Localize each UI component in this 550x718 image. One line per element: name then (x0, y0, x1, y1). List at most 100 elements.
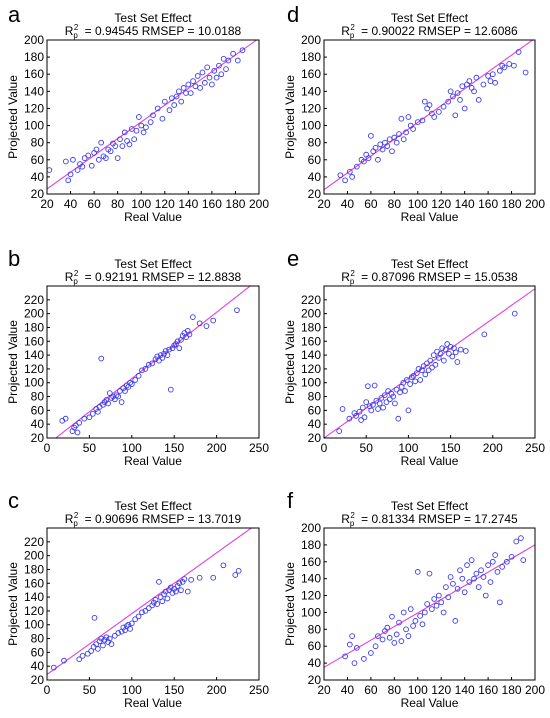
y-tick-label: 20 (308, 431, 322, 445)
y-tick-label: 60 (31, 403, 45, 417)
data-point (388, 390, 395, 397)
data-point (511, 62, 517, 69)
data-point (468, 85, 475, 91)
data-point (93, 146, 100, 153)
data-point (349, 174, 355, 180)
data-point (108, 641, 115, 647)
data-point (459, 83, 466, 90)
x-tick-label: 40 (341, 197, 355, 211)
data-point (190, 314, 196, 320)
data-point (445, 594, 452, 601)
data-point (440, 357, 447, 364)
metrics-line: Rp2 = 0.90022 RMSEP = 12.6086 (341, 23, 518, 40)
data-point (378, 395, 385, 401)
data-point (368, 650, 374, 656)
data-point (135, 613, 142, 620)
r2-label: R (65, 270, 74, 284)
r2-label: R (341, 270, 350, 284)
data-point (457, 567, 463, 574)
data-point (346, 415, 353, 422)
data-point (487, 579, 494, 585)
data-point (410, 372, 417, 379)
data-point (133, 127, 140, 134)
y-tick-label: 180 (24, 320, 44, 334)
data-point (353, 413, 359, 419)
r2-superscript: 2 (350, 511, 355, 520)
y-tick-label: 40 (31, 170, 45, 184)
data-point (88, 648, 94, 654)
y-tick-label: 180 (301, 538, 321, 552)
data-point (444, 341, 451, 347)
data-point (386, 396, 393, 403)
data-point (123, 623, 130, 629)
data-point (383, 399, 390, 405)
y-tick-label: 100 (301, 119, 321, 133)
data-point (353, 163, 360, 170)
r2-subscript: p (350, 277, 355, 286)
data-point (424, 601, 431, 607)
data-point (184, 588, 191, 595)
metrics-value: = 0.90696 RMSEP = 13.7019 (81, 512, 241, 526)
data-point (396, 619, 402, 626)
data-point (120, 385, 127, 392)
metrics-value: = 0.87096 RMSEP = 15.0538 (358, 270, 518, 284)
data-point (216, 62, 222, 69)
data-point (156, 357, 162, 364)
panel-label: f (287, 488, 294, 513)
data-point (426, 570, 433, 577)
data-point (183, 90, 189, 96)
data-point (506, 61, 513, 67)
x-tick-label: 250 (525, 441, 545, 455)
data-point (118, 399, 125, 405)
data-point (196, 320, 203, 327)
data-point (466, 579, 473, 585)
panel-label: b (8, 246, 20, 271)
data-point (81, 415, 88, 422)
data-point (239, 47, 246, 54)
data-point (433, 602, 440, 609)
data-point (173, 93, 180, 100)
y-tick-label: 40 (31, 659, 45, 673)
y-tick-label: 60 (308, 403, 322, 417)
data-point (515, 49, 522, 55)
data-point (496, 599, 503, 606)
y-tick-label: 140 (301, 572, 321, 586)
plot-frame (323, 285, 536, 439)
data-point (351, 660, 358, 666)
data-point (440, 103, 447, 110)
data-point (342, 177, 348, 184)
data-point (132, 377, 139, 383)
data-point (76, 419, 83, 426)
x-tick-label: 50 (83, 683, 97, 697)
data-point (496, 67, 503, 74)
data-point (396, 131, 402, 137)
data-point (425, 367, 432, 374)
data-point (62, 415, 69, 422)
data-point (192, 83, 199, 90)
data-point (65, 177, 72, 184)
data-point (185, 81, 192, 88)
data-point (436, 592, 442, 599)
data-point (188, 576, 195, 583)
data-point (98, 355, 105, 362)
data-point (426, 102, 433, 108)
data-point (504, 558, 510, 565)
data-point (431, 596, 438, 602)
data-point (84, 650, 91, 657)
r2-subscript: p (350, 31, 355, 40)
y-tick-label: 60 (308, 153, 322, 167)
data-point (167, 584, 174, 591)
data-point (415, 366, 422, 372)
data-point (372, 144, 379, 151)
data-point (120, 624, 127, 631)
data-point (184, 328, 191, 334)
data-point (187, 90, 194, 96)
data-point (421, 98, 428, 105)
data-point (405, 114, 412, 120)
data-point (128, 620, 135, 627)
y-tick-label: 120 (24, 604, 44, 618)
x-tick-label: 150 (441, 441, 461, 455)
data-point (103, 634, 110, 641)
metrics-line: Rp2 = 0.81334 RMSEP = 17.2745 (341, 511, 518, 528)
